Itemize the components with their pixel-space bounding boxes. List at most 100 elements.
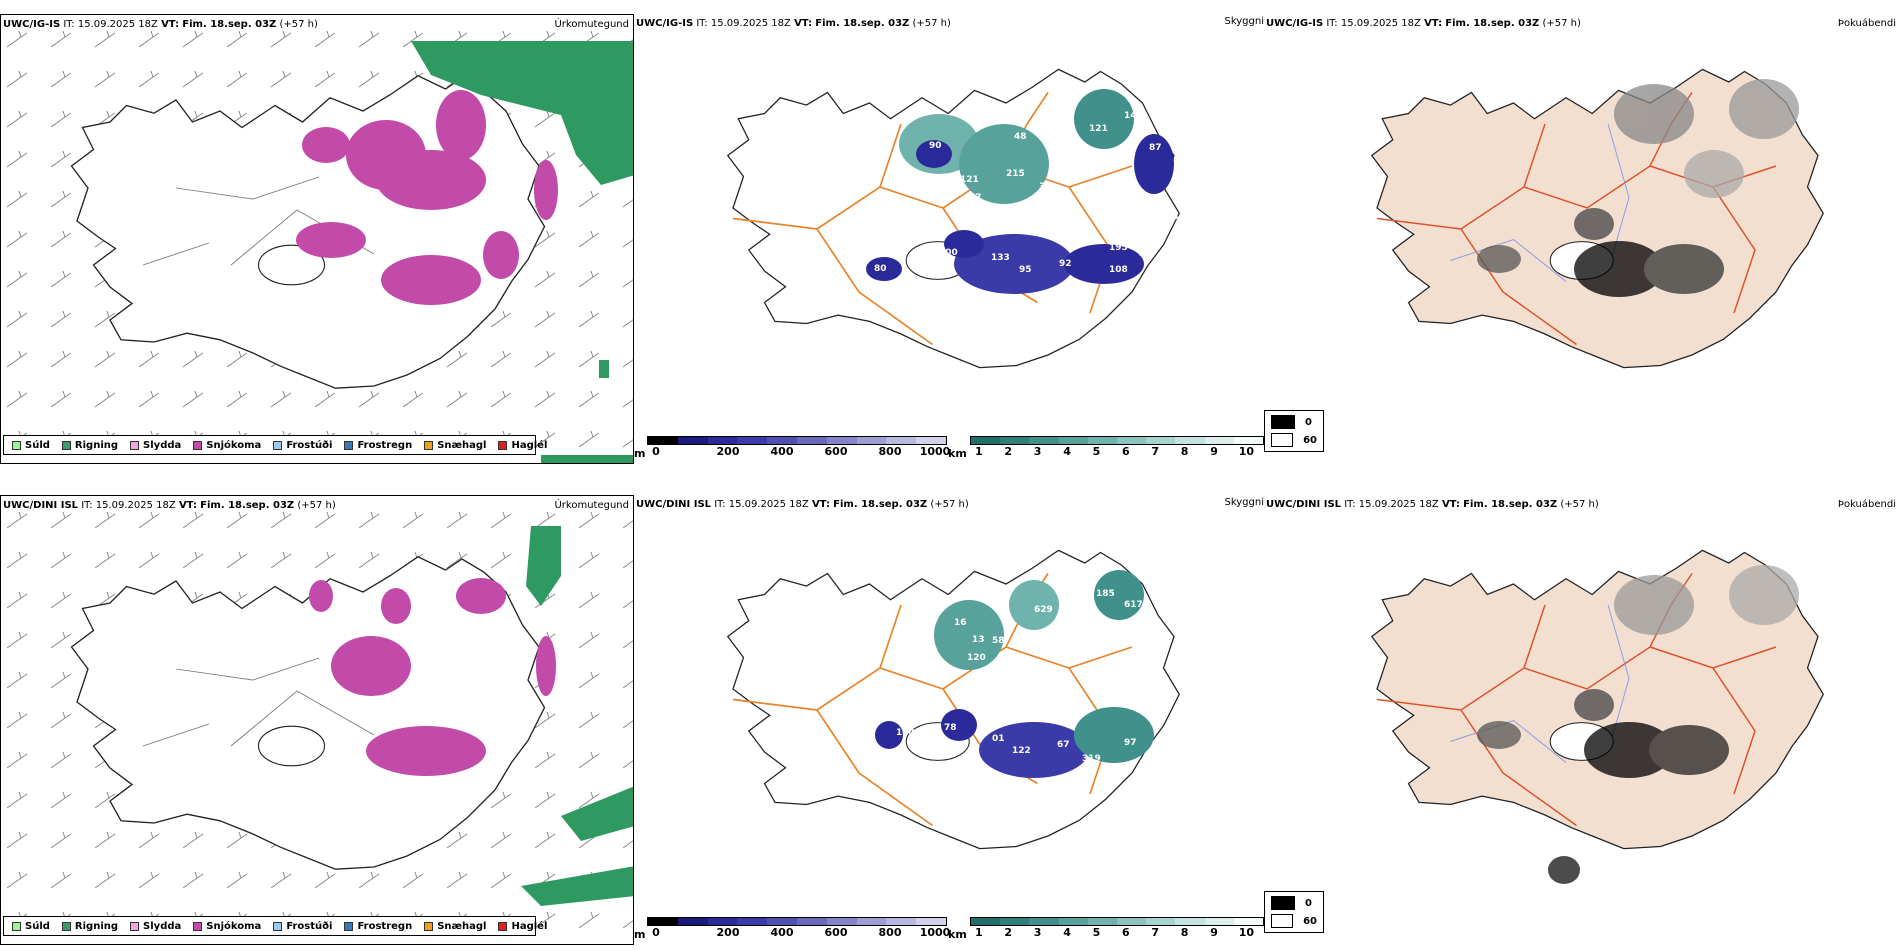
rain-areas <box>521 526 633 906</box>
vis-label: 92 <box>1059 259 1072 269</box>
km-color <box>1029 918 1059 925</box>
fog-map <box>1371 68 1824 369</box>
snow-areas <box>296 90 558 305</box>
vis-label: 122 <box>1012 746 1031 756</box>
km-color <box>1233 918 1264 925</box>
vis-label: 319 <box>1082 754 1101 764</box>
vis-label: 97 <box>1124 738 1137 748</box>
height-color <box>677 437 708 444</box>
visibility-map: 90 121 48 121 144 87 13 215 39 97 180 95… <box>727 68 1193 369</box>
fog-panel-row1: UWC/IG-IS IT: 15.09.2025 18Z VT: Fim. 18… <box>1264 14 1900 464</box>
height-colorbar: m 0 200 400 600 800 1000 <box>634 917 950 941</box>
height-unit: m <box>634 447 646 460</box>
vis-label: 67 <box>1057 740 1070 750</box>
km-color <box>1000 437 1030 444</box>
height-color <box>916 918 946 925</box>
km-ticks: 1 2 3 4 5 6 7 8 9 10 <box>974 926 1255 939</box>
fog-panel-row2: UWC/DINI ISL IT: 15.09.2025 18Z VT: Fim.… <box>1264 495 1900 945</box>
legend-swatch <box>61 921 71 931</box>
fog-legend-row: 0 <box>1271 896 1317 910</box>
vis-label: 39 <box>1039 182 1052 192</box>
legend-item: Slydda <box>130 921 181 932</box>
legend-item: Súld <box>12 440 50 451</box>
fog-legend-row: 0 <box>1271 415 1317 429</box>
legend-item: Snæhagl <box>424 440 486 451</box>
fog-swatch <box>1271 415 1295 429</box>
vis-label: 120 <box>967 653 986 663</box>
km-color <box>1117 437 1147 444</box>
vis-label: 58 <box>992 636 1005 646</box>
vis-label: 108 <box>1109 265 1128 275</box>
vis-label: 51 <box>1139 249 1152 259</box>
legend-item: Rigning <box>61 921 118 932</box>
vis-label: 16 <box>954 618 967 628</box>
height-color <box>886 437 917 444</box>
legend-item: Frostúði <box>273 440 332 451</box>
fog-areas <box>1477 79 1799 297</box>
legend-swatch <box>424 921 434 931</box>
height-color <box>707 437 738 444</box>
vis-label: 629 <box>1034 605 1053 615</box>
panel-type-label: Skyggni <box>1224 497 1264 508</box>
panel-title: UWC/DINI ISL IT: 15.09.2025 18Z VT: Fim.… <box>3 500 336 511</box>
vis-label: 0 <box>852 750 858 760</box>
km-colorbar: km 1 2 3 4 5 6 7 8 9 10 <box>948 917 1264 941</box>
km-unit: km <box>948 447 967 460</box>
panel-type-label: Þokuábendi <box>1837 499 1896 510</box>
km-color <box>971 437 1001 444</box>
legend-item: Frostregn <box>344 921 412 932</box>
vis-label: 48 <box>1162 725 1175 735</box>
legend-swatch <box>344 440 354 450</box>
legend-item: Snjókoma <box>193 921 261 932</box>
legend-item: Frostúði <box>273 921 332 932</box>
legend-item: Snjókoma <box>193 440 261 451</box>
legend-swatch <box>12 440 21 450</box>
km-color <box>1087 437 1118 444</box>
vis-label: 90 <box>929 141 942 151</box>
precip-legend: Súld Rigning Slydda Snjókoma Frostúði Fr… <box>3 435 547 455</box>
height-color <box>796 918 827 925</box>
vis-label: 156 <box>1174 188 1193 198</box>
legend-item: Frostregn <box>344 440 412 451</box>
km-color <box>1175 437 1205 444</box>
km-color <box>1000 918 1030 925</box>
legend-swatch <box>273 921 283 931</box>
vis-number-labels: 90 121 48 121 144 87 13 215 39 97 180 95… <box>852 111 1193 307</box>
vis-label: 104 <box>896 728 915 738</box>
panel-title: UWC/IG-IS IT: 15.09.2025 18Z VT: Fim. 18… <box>636 18 951 29</box>
vis-label: 01 <box>992 734 1005 744</box>
height-colorbar-strip <box>647 917 947 926</box>
rain-areas <box>411 41 633 463</box>
height-color <box>648 437 678 444</box>
height-color <box>707 918 738 925</box>
fog-areas <box>1477 565 1799 884</box>
height-color <box>856 918 887 925</box>
km-ticks: 1 2 3 4 5 6 7 8 9 10 <box>974 445 1255 458</box>
legend-swatch <box>498 440 508 450</box>
panel-type-label: Úrkomutegund <box>554 19 629 30</box>
legend-item: Rigning <box>61 440 118 451</box>
vis-label: 87 <box>1144 616 1157 626</box>
fog-swatch <box>1271 433 1294 447</box>
vis-label: 180 <box>1017 208 1036 218</box>
fog-legend-row: 60 <box>1271 914 1317 928</box>
vis-label: 15 <box>932 858 945 868</box>
km-color <box>1058 918 1088 925</box>
precip-map <box>1 15 633 463</box>
fog-legend: 0 60 <box>1264 410 1324 452</box>
vis-label: 121 <box>960 175 979 185</box>
precip-legend: Súld Rigning Slydda Snjókoma Frostúði Fr… <box>3 916 547 936</box>
precip-map <box>1 496 633 944</box>
legend-swatch <box>130 440 140 450</box>
vis-label: 185 <box>1096 589 1115 599</box>
height-color <box>826 437 857 444</box>
height-color <box>737 437 768 444</box>
vis-label: 100 <box>939 248 958 258</box>
vis-low-areas <box>866 89 1174 294</box>
height-color <box>826 918 857 925</box>
km-color <box>1058 437 1088 444</box>
km-color <box>1087 918 1118 925</box>
height-color <box>737 918 768 925</box>
km-color <box>1204 918 1234 925</box>
vis-label: 91 <box>1042 693 1055 703</box>
